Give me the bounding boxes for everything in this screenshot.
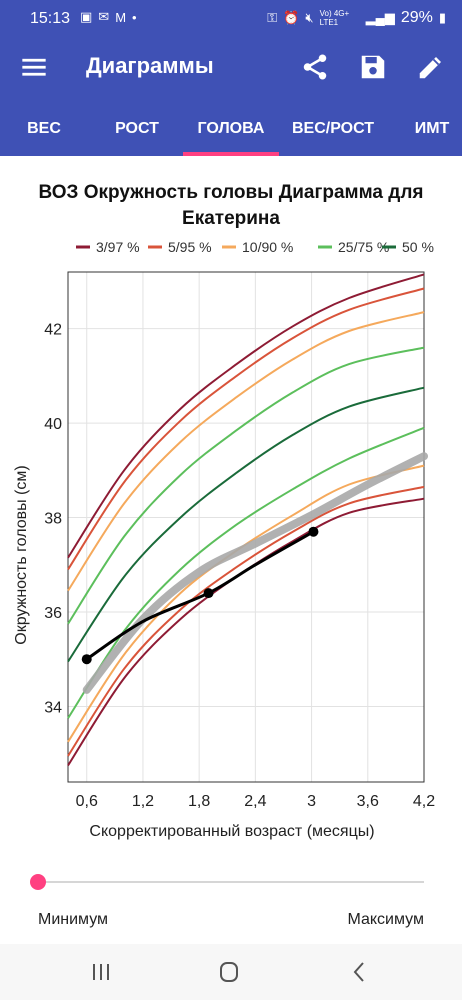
alarm-icon: ⏰ (283, 10, 300, 25)
app-bar: Диаграммы (0, 38, 462, 96)
chart-title: ВОЗ Окружность головы Диаграмма для Екат… (38, 182, 424, 229)
child-point (81, 654, 92, 665)
gmail-icon: M (115, 9, 127, 25)
tab-height[interactable]: РОСТ (115, 120, 159, 137)
gallery-icon: ▣ (80, 9, 93, 24)
x-tick-label: 0,6 (76, 793, 98, 810)
share-icon[interactable] (300, 52, 330, 82)
percentile-line (67, 273, 425, 559)
y-axis-label: Окружность головы (см) (13, 465, 30, 644)
battery-level: 29% (400, 9, 433, 26)
x-tick-label: 3 (307, 793, 316, 810)
child-point (308, 526, 319, 537)
plot-frame (67, 271, 425, 783)
legend-label: 3/97 % (96, 239, 140, 255)
app-notification-icon: ✉ (98, 9, 110, 24)
signal-icon: ▂▄▆ (365, 10, 395, 25)
slider-max-label: Максимум (347, 911, 424, 928)
x-tick-label: 4,2 (413, 793, 435, 810)
edit-icon[interactable] (416, 52, 446, 82)
menu-icon[interactable] (20, 53, 48, 81)
legend-label: 50 % (402, 239, 434, 255)
percentile-line (67, 386, 425, 663)
y-tick-label: 38 (44, 511, 62, 528)
range-slider[interactable] (30, 872, 424, 892)
child-measurements (81, 526, 319, 665)
percentile-line (67, 287, 425, 571)
status-time: 15:13 (30, 10, 71, 27)
tab-weight-height[interactable]: ВЕС/РОСТ (291, 120, 375, 137)
tab-head[interactable]: ГОЛОВА (197, 120, 265, 137)
legend-label: 10/90 % (242, 239, 293, 255)
legend-label: 5/95 % (168, 239, 212, 255)
x-tick-label: 1,8 (188, 793, 210, 810)
chart-grid (67, 271, 425, 783)
x-axis-label: Скорректированный возраст (месяцы) (89, 823, 374, 840)
percentile-line (67, 485, 425, 757)
legend-label: 25/75 % (338, 239, 389, 255)
y-tick-label: 42 (44, 322, 62, 339)
system-nav-bar (0, 944, 462, 1000)
slider-min-label: Минимум (38, 911, 109, 928)
percentile-line (67, 311, 425, 592)
home-icon[interactable] (214, 958, 244, 986)
battery-icon: ▮ (438, 10, 446, 25)
y-tick-labels: 34 36 38 40 42 (44, 322, 62, 717)
slider-thumb[interactable] (30, 874, 46, 890)
save-icon[interactable] (358, 52, 388, 82)
tab-weight[interactable]: ВЕС (27, 120, 61, 137)
app-title: Диаграммы (86, 53, 214, 78)
y-tick-label: 40 (44, 416, 62, 433)
recent-apps-icon[interactable] (86, 958, 116, 986)
x-tick-label: 2,4 (244, 793, 266, 810)
back-icon[interactable] (344, 958, 374, 986)
x-tick-label: 3,6 (357, 793, 379, 810)
active-tab-indicator (183, 152, 279, 156)
slider-track[interactable] (38, 881, 424, 883)
percentile-line (67, 426, 425, 719)
key-icon: ⚿ (267, 10, 278, 25)
percentile-curves (67, 273, 425, 767)
tab-bmi[interactable]: ИМТ (414, 120, 450, 137)
network-text: Vo) 4G+ LTE1 (319, 9, 350, 27)
percentile-line (67, 346, 425, 625)
y-tick-label: 36 (44, 605, 62, 622)
y-tick-label: 34 (44, 699, 62, 716)
chart-legend: 3/97 % 5/95 % 10/90 % 25/75 % 50 % (76, 239, 434, 255)
tab-bar: ВЕС РОСТ ГОЛОВА ВЕС/РОСТ ИМТ (0, 96, 462, 156)
x-tick-labels: 0,6 1,2 1,8 2,4 3 3,6 4,2 (76, 793, 436, 810)
status-bar: 15:13 ▣ ✉ M • ⚿ ⏰ 🔇︎ Vo) 4G+ LTE1 ▂▄▆ 29… (0, 0, 462, 38)
x-tick-label: 1,2 (132, 793, 154, 810)
child-point (203, 588, 214, 599)
mute-icon: 🔇︎ (305, 10, 314, 25)
more-notifications-icon: • (132, 9, 137, 25)
growth-chart: 3/97 % 5/95 % 10/90 % 25/75 % 50 % 0,6 1,2 1,8… (13, 239, 436, 840)
